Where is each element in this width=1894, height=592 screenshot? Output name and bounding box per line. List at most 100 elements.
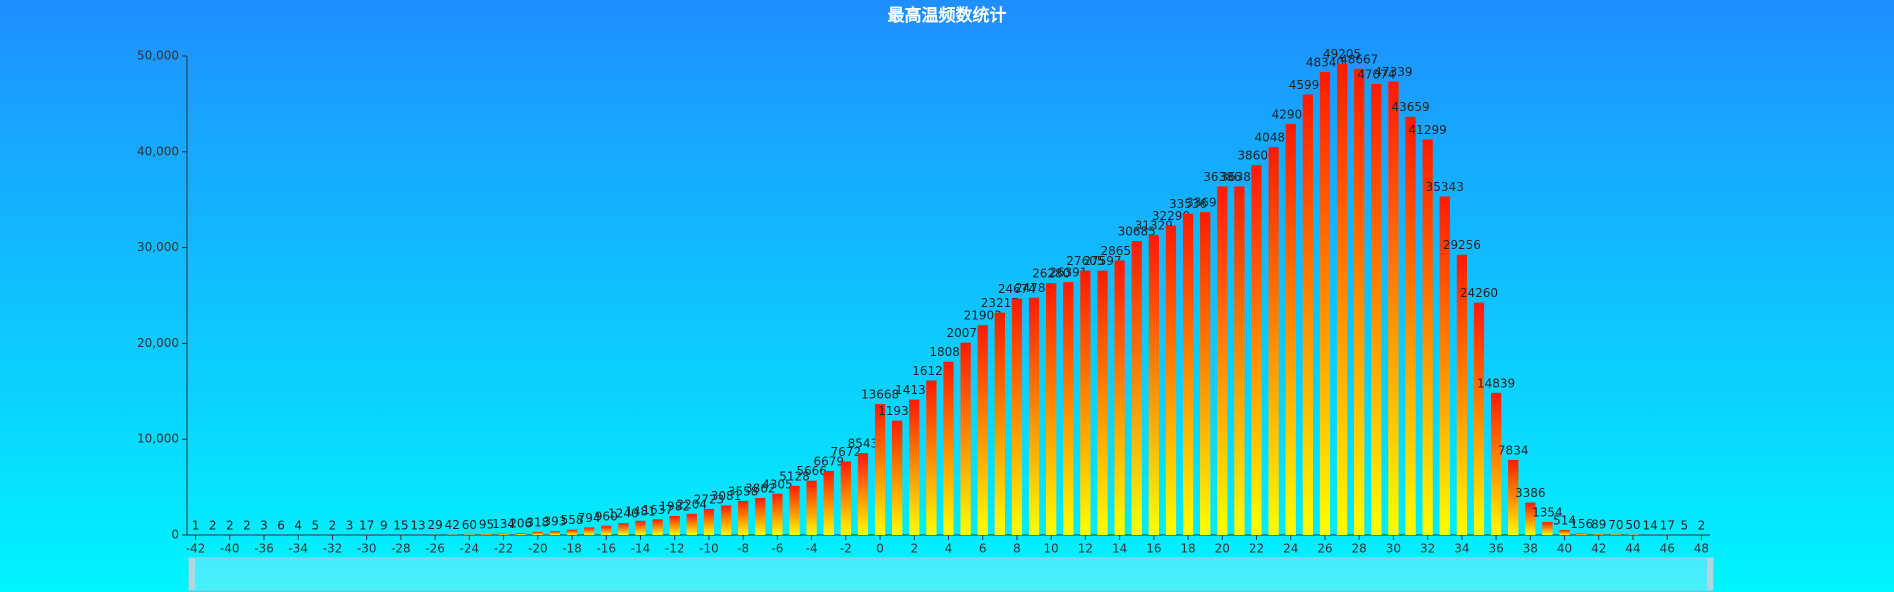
bar (806, 480, 817, 535)
bar (1114, 260, 1125, 535)
value-label: 29 (427, 518, 442, 532)
value-label: 28659 (1101, 244, 1139, 258)
value-label: 36386 (1220, 170, 1258, 184)
bar (755, 498, 766, 535)
value-label: 7672 (831, 445, 862, 459)
value-label: 558 (561, 513, 584, 527)
value-label: 24674 (998, 282, 1036, 296)
x-tick-label: 28 (1352, 542, 1367, 556)
value-label: 1354 (1532, 506, 1563, 520)
x-tick-label: 12 (1078, 542, 1093, 556)
x-tick-label: 14 (1112, 542, 1127, 556)
bar (1371, 84, 1382, 536)
bar (1422, 139, 1433, 535)
value-label: 29256 (1443, 238, 1481, 252)
bar (1439, 196, 1450, 535)
x-tick-label: 30 (1386, 542, 1401, 556)
zoom-handle[interactable] (189, 558, 195, 590)
value-label: 11937 (878, 404, 916, 418)
value-label: 17 (359, 518, 374, 532)
value-label: 1 (192, 518, 200, 532)
chart-title: 最高温频数统计 (888, 5, 1007, 26)
bar (1131, 241, 1142, 535)
value-label: 16127 (912, 364, 950, 378)
bar (1354, 68, 1365, 535)
x-tick-label: 38 (1523, 542, 1538, 556)
bar (464, 534, 475, 535)
value-label: 70 (1608, 518, 1623, 532)
bar (1046, 283, 1057, 535)
bar (1148, 234, 1159, 536)
value-label: 33699 (1186, 196, 1224, 210)
x-tick-label: 42 (1591, 542, 1606, 556)
x-tick-label: 46 (1660, 542, 1675, 556)
data-zoom-slider[interactable] (188, 557, 1714, 591)
value-label: 2 (329, 518, 337, 532)
value-label: 13668 (861, 388, 899, 402)
value-label: 20077 (947, 326, 985, 340)
bar (909, 399, 920, 535)
value-label: 5 (1681, 518, 1689, 532)
value-label: 50 (1625, 518, 1640, 532)
bar (498, 533, 509, 535)
bar (1251, 165, 1262, 535)
value-label: 514 (1553, 514, 1576, 528)
value-label: 48340 (1306, 55, 1344, 69)
y-tick-label: 50,000 (137, 49, 179, 63)
value-label: 3081 (711, 489, 742, 503)
value-label: 14839 (1477, 376, 1515, 390)
x-tick-label: 32 (1420, 542, 1435, 556)
x-tick-label: -12 (665, 542, 685, 556)
x-tick-label: -10 (699, 542, 719, 556)
value-label: 3 (346, 518, 354, 532)
value-label: 26391 (1049, 266, 1087, 280)
zoom-handle[interactable] (1707, 558, 1713, 590)
x-tick-label: -16 (596, 542, 616, 556)
x-tick-label: 10 (1044, 542, 1059, 556)
bar (1610, 534, 1622, 535)
x-tick-label: -4 (806, 542, 818, 556)
x-tick-label: -6 (771, 542, 783, 556)
value-label: 45991 (1289, 78, 1327, 92)
bar (1405, 116, 1416, 536)
value-label: 3558 (728, 484, 759, 498)
bar (892, 420, 903, 535)
x-tick-label: -24 (460, 542, 480, 556)
value-label: 47339 (1374, 65, 1412, 79)
value-label: 2 (226, 518, 234, 532)
x-tick-label: 26 (1317, 542, 1332, 556)
bar (960, 342, 971, 535)
bar (840, 461, 851, 535)
x-tick-label: 20 (1215, 542, 1230, 556)
value-label: 38609 (1237, 149, 1275, 163)
bar (738, 500, 749, 535)
x-tick-label: -26 (425, 542, 445, 556)
value-label: 206 (509, 517, 532, 531)
bar (549, 531, 561, 535)
bar (1490, 392, 1502, 535)
value-label: 47074 (1357, 68, 1395, 82)
bar (1525, 502, 1536, 535)
y-tick-label: 20,000 (137, 336, 179, 350)
value-label: 48667 (1340, 52, 1378, 66)
bar (994, 312, 1005, 535)
bar (1028, 297, 1040, 535)
value-label: 32290 (1152, 209, 1190, 223)
x-tick-label: -40 (220, 542, 240, 556)
bar (1542, 522, 1553, 535)
x-tick-label: -32 (323, 542, 343, 556)
value-label: 156 (1570, 517, 1593, 531)
value-label: 4 (294, 518, 302, 532)
value-label: 40489 (1255, 131, 1293, 145)
bar (481, 534, 492, 535)
value-label: 7834 (1498, 443, 1529, 457)
value-label: 3386 (1515, 486, 1546, 500)
value-label: 42904 (1272, 107, 1310, 121)
bar (1319, 71, 1331, 535)
bar (1200, 212, 1211, 535)
bar (652, 519, 663, 535)
value-label: 41299 (1409, 123, 1447, 137)
value-label: 2 (243, 518, 251, 532)
